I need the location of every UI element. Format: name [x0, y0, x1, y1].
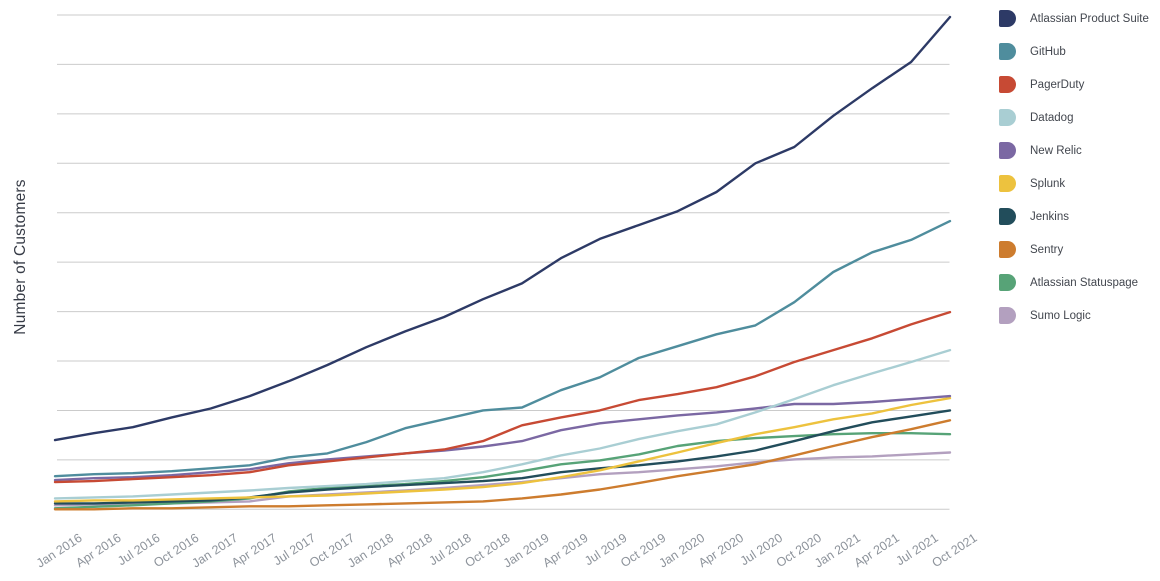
legend-label: Atlassian Statuspage — [1030, 276, 1139, 289]
x-tick-label: Apr 2016 — [73, 531, 123, 570]
series-line-datadog — [53, 348, 952, 500]
legend: Atlassian Product Suite GitHub PagerDuty Da… — [999, 10, 1149, 340]
series-line-splunk — [53, 396, 952, 503]
x-tick-label: Apr 2020 — [696, 531, 746, 570]
series-line-new-relic — [53, 394, 952, 482]
legend-label: Splunk — [1030, 177, 1066, 190]
legend-label: GitHub — [1030, 45, 1066, 58]
legend-label: Jenkins — [1030, 210, 1069, 223]
legend-item-new-relic[interactable]: New Relic — [999, 142, 1149, 159]
legend-swatch-icon — [999, 208, 1016, 225]
series-line-pagerduty — [53, 310, 952, 484]
legend-label: Sumo Logic — [1030, 309, 1091, 322]
legend-label: Atlassian Product Suite — [1030, 12, 1149, 25]
legend-swatch-icon — [999, 175, 1016, 192]
legend-label: New Relic — [1030, 144, 1082, 157]
x-tick-label: Oct 2021 — [929, 531, 979, 570]
legend-swatch-icon — [999, 10, 1016, 27]
legend-label: PagerDuty — [1030, 78, 1085, 91]
legend-label: Datadog — [1030, 111, 1074, 124]
x-tick-label: Apr 2017 — [229, 531, 279, 570]
legend-item-github[interactable]: GitHub — [999, 43, 1149, 60]
series-line-atlassian-product-suite — [53, 15, 952, 442]
legend-item-atlassian-product-suite[interactable]: Atlassian Product Suite — [999, 10, 1149, 27]
x-tick-label: Apr 2021 — [852, 531, 902, 570]
series-line-jenkins — [53, 409, 952, 505]
legend-label: Sentry — [1030, 243, 1064, 256]
series-line-github — [53, 219, 952, 478]
legend-item-splunk[interactable]: Splunk — [999, 175, 1149, 192]
legend-swatch-icon — [999, 43, 1016, 60]
x-tick-label: Apr 2018 — [385, 531, 435, 570]
legend-item-jenkins[interactable]: Jenkins — [999, 208, 1149, 225]
legend-item-sentry[interactable]: Sentry — [999, 241, 1149, 258]
legend-swatch-icon — [999, 109, 1016, 126]
legend-swatch-icon — [999, 142, 1016, 159]
legend-item-pagerduty[interactable]: PagerDuty — [999, 76, 1149, 93]
legend-swatch-icon — [999, 307, 1016, 324]
legend-swatch-icon — [999, 76, 1016, 93]
x-tick-label: Apr 2019 — [540, 531, 590, 570]
legend-swatch-icon — [999, 241, 1016, 258]
legend-item-datadog[interactable]: Datadog — [999, 109, 1149, 126]
legend-swatch-icon — [999, 274, 1016, 291]
series-line-sentry — [53, 419, 952, 511]
legend-item-sumo-logic[interactable]: Sumo Logic — [999, 307, 1149, 324]
legend-item-atlassian-statuspage[interactable]: Atlassian Statuspage — [999, 274, 1149, 291]
